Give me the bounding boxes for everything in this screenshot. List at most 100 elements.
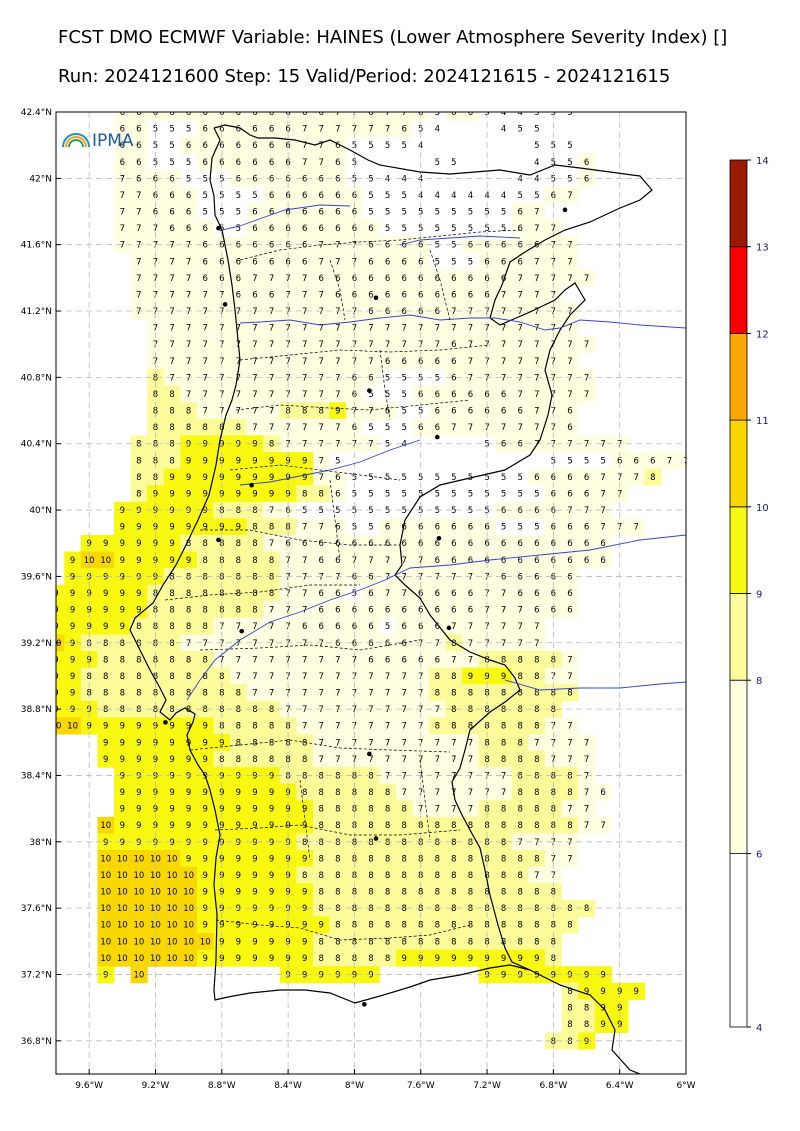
grid-value: 4 bbox=[435, 125, 440, 135]
grid-cell bbox=[163, 634, 181, 652]
grid-value: 7 bbox=[600, 821, 605, 831]
grid-cell bbox=[263, 850, 281, 868]
grid-cell bbox=[379, 933, 397, 951]
grid-value: 10 bbox=[100, 904, 111, 914]
grid-value: 6 bbox=[385, 606, 390, 616]
grid-cell bbox=[279, 933, 297, 951]
grid-cell bbox=[230, 783, 248, 801]
grid-value: 7 bbox=[136, 290, 141, 300]
grid-cell bbox=[130, 733, 148, 752]
grid-value: 9 bbox=[120, 821, 125, 831]
grid-value: 7 bbox=[335, 423, 340, 433]
grid-cell bbox=[163, 750, 181, 768]
grid-value: 6 bbox=[368, 622, 373, 632]
grid-value: 8 bbox=[368, 937, 373, 947]
grid-value: 6 bbox=[401, 125, 406, 135]
grid-cell bbox=[362, 335, 380, 353]
grid-value: 9 bbox=[252, 904, 257, 914]
grid-value: 5 bbox=[169, 141, 174, 151]
grid-value: 6 bbox=[236, 274, 241, 284]
grid-cell bbox=[561, 733, 579, 752]
grid-value: 8 bbox=[501, 821, 506, 831]
grid-cell bbox=[296, 767, 314, 785]
grid-cell bbox=[196, 601, 214, 619]
grid-value: 6 bbox=[534, 539, 539, 549]
grid-cell bbox=[180, 136, 198, 154]
grid-cell bbox=[429, 949, 447, 967]
grid-cell bbox=[296, 468, 314, 486]
grid-value: 6 bbox=[385, 523, 390, 533]
grid-value: 5 bbox=[335, 506, 340, 516]
grid-value: 6 bbox=[567, 489, 572, 499]
grid-value: 7 bbox=[501, 639, 506, 649]
grid-value: 6 bbox=[352, 606, 357, 616]
grid-value: 7 bbox=[319, 738, 324, 748]
grid-value: 5 bbox=[368, 141, 373, 151]
grid-value: 8 bbox=[401, 805, 406, 815]
grid-cell bbox=[147, 651, 165, 669]
grid-value: 7 bbox=[435, 705, 440, 715]
grid-cell bbox=[329, 112, 347, 121]
grid-cell bbox=[263, 269, 281, 287]
grid-value: 5 bbox=[435, 489, 440, 499]
grid-value: 8 bbox=[517, 655, 522, 665]
grid-cell bbox=[296, 833, 314, 851]
grid-value: 7 bbox=[269, 407, 274, 417]
grid-value: 10 bbox=[167, 871, 178, 881]
grid-cell bbox=[230, 286, 248, 304]
grid-value: 9 bbox=[136, 589, 141, 599]
grid-cell bbox=[163, 418, 181, 436]
grid-cell bbox=[379, 534, 397, 553]
grid-cell bbox=[346, 352, 364, 370]
grid-value: 8 bbox=[153, 373, 158, 383]
grid-cell bbox=[379, 733, 397, 752]
grid-value: 9 bbox=[202, 473, 207, 483]
grid-cell bbox=[346, 252, 364, 271]
grid-cell bbox=[511, 385, 529, 403]
grid-value: 6 bbox=[120, 141, 125, 151]
grid-value: 5 bbox=[435, 506, 440, 516]
grid-value: 7 bbox=[136, 224, 141, 234]
grid-cell bbox=[263, 800, 281, 818]
grid-value: 9 bbox=[302, 921, 307, 931]
grid-value: 8 bbox=[501, 888, 506, 898]
grid-value: 8 bbox=[269, 705, 274, 715]
grid-cell bbox=[130, 866, 148, 884]
grid-cell bbox=[296, 966, 314, 984]
grid-value: 8 bbox=[319, 888, 324, 898]
grid-value: 8 bbox=[551, 655, 556, 665]
grid-value: 8 bbox=[153, 407, 158, 417]
grid-cell bbox=[445, 717, 463, 735]
grid-value: 9 bbox=[252, 921, 257, 931]
grid-cell bbox=[329, 418, 347, 436]
grid-cell bbox=[627, 452, 646, 470]
grid-cell bbox=[545, 700, 563, 718]
grid-value: 7 bbox=[269, 539, 274, 549]
grid-value: 8 bbox=[451, 639, 456, 649]
grid-value: 8 bbox=[567, 821, 572, 831]
grid-cell bbox=[445, 833, 463, 851]
grid-cell bbox=[429, 667, 447, 685]
grid-value: 4 bbox=[501, 191, 506, 201]
grid-cell bbox=[196, 112, 214, 121]
grid-cell bbox=[263, 112, 281, 121]
grid-value: 8 bbox=[202, 689, 207, 699]
grid-cell bbox=[196, 153, 214, 171]
grid-cell bbox=[263, 816, 281, 834]
grid-value: 7 bbox=[401, 705, 406, 715]
grid-cell bbox=[395, 750, 413, 768]
grid-cell bbox=[196, 800, 214, 818]
grid-value: 7 bbox=[567, 655, 572, 665]
grid-cell bbox=[97, 966, 115, 984]
grid-value: 9 bbox=[120, 556, 125, 566]
grid-value: 6 bbox=[368, 655, 373, 665]
grid-value: 9 bbox=[186, 556, 191, 566]
grid-cell bbox=[429, 352, 447, 370]
grid-cell bbox=[296, 186, 314, 204]
grid-value: 8 bbox=[385, 954, 390, 964]
grid-cell bbox=[395, 767, 413, 785]
grid-value: 7 bbox=[468, 622, 473, 632]
grid-value: 8 bbox=[285, 755, 290, 765]
grid-cell bbox=[163, 286, 181, 304]
grid-cell bbox=[545, 850, 563, 868]
